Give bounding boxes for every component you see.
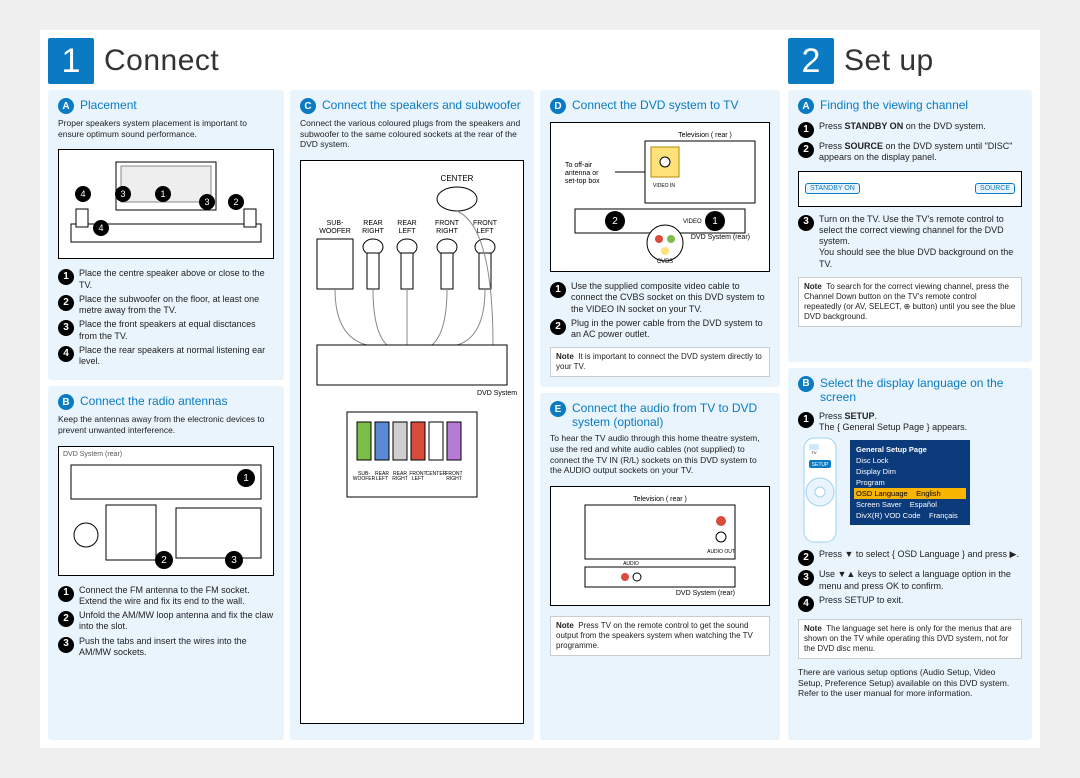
section-display-language: B Select the display language on the scr… <box>788 368 1032 740</box>
svg-text:3: 3 <box>120 189 125 199</box>
note-dvd-tv: Note It is important to connect the DVD … <box>550 347 770 377</box>
svg-text:RIGHT: RIGHT <box>362 228 385 235</box>
major-setup: 2 Set up A Finding the viewing channel 1… <box>788 38 1032 740</box>
svg-text:1: 1 <box>160 189 165 199</box>
letter-a: A <box>58 98 74 114</box>
dvd-front-figure: STANDBY ON SOURCE <box>798 171 1022 207</box>
svg-text:CENTER: CENTER <box>441 174 474 183</box>
letter-b: B <box>58 394 74 410</box>
section-placement: A Placement Proper speakers system place… <box>48 90 284 380</box>
placement-steps: 1Place the centre speaker above or close… <box>58 265 274 370</box>
svg-text:antenna or: antenna or <box>565 170 599 177</box>
svg-text:RIGHT: RIGHT <box>436 228 459 235</box>
svg-text:VIDEO: VIDEO <box>683 219 702 225</box>
svg-text:Television ( rear ): Television ( rear ) <box>633 496 687 503</box>
svg-text:LEFT: LEFT <box>412 476 424 482</box>
svg-text:DVD System (rear): DVD System (rear) <box>477 390 517 397</box>
remote-figure: TV SETUP <box>798 436 844 546</box>
svg-text:VIDEO IN: VIDEO IN <box>653 183 675 189</box>
section-speakers: C Connect the speakers and subwoofer Con… <box>290 90 534 740</box>
svg-text:SUB-: SUB- <box>327 220 344 227</box>
svg-text:CENTER: CENTER <box>426 471 447 477</box>
svg-text:DVD System (rear): DVD System (rear) <box>676 590 735 597</box>
svg-text:DVD System (rear): DVD System (rear) <box>691 234 750 241</box>
svg-text:WOOFER: WOOFER <box>319 228 351 235</box>
section-title: Placement <box>80 98 137 112</box>
svg-text:To off-air: To off-air <box>565 162 593 169</box>
section-viewing-channel: A Finding the viewing channel 1Press STA… <box>788 90 1032 362</box>
svg-text:2: 2 <box>161 555 167 566</box>
svg-text:4: 4 <box>98 223 103 233</box>
intro-text: Proper speakers system placement is impo… <box>58 118 274 139</box>
svg-text:Television ( rear ): Television ( rear ) <box>678 132 732 139</box>
svg-text:AUDIO OUT: AUDIO OUT <box>707 549 735 555</box>
svg-text:REAR: REAR <box>397 220 416 227</box>
svg-text:2: 2 <box>233 197 238 207</box>
svg-text:LEFT: LEFT <box>398 228 416 235</box>
svg-text:1: 1 <box>243 473 249 484</box>
dvd-tv-figure: Television ( rear ) VIDEO IN To off-air … <box>550 122 770 272</box>
osd-menu-figure: General Setup Page Disc Lock Display Dim… <box>850 440 970 525</box>
svg-text:LEFT: LEFT <box>376 476 388 482</box>
svg-text:LEFT: LEFT <box>476 228 494 235</box>
svg-text:2: 2 <box>612 216 618 227</box>
svg-text:SETUP: SETUP <box>812 462 829 468</box>
source-label: SOURCE <box>975 183 1015 194</box>
page: 1 Connect A Placement Proper speakers sy… <box>40 30 1040 748</box>
placement-figure: 4 3 1 3 2 4 <box>58 149 274 259</box>
svg-text:RIGHT: RIGHT <box>392 476 408 482</box>
header-connect: 1 Connect <box>48 38 780 84</box>
major-title-connect: Connect <box>104 44 219 78</box>
section-title: Connect the radio antennas <box>80 394 227 408</box>
major-connect: 1 Connect A Placement Proper speakers sy… <box>48 38 780 740</box>
note-audio: Note Press TV on the remote control to g… <box>550 616 770 656</box>
svg-text:TV: TV <box>811 450 816 455</box>
svg-text:3: 3 <box>231 555 237 566</box>
svg-text:FRONT: FRONT <box>435 220 460 227</box>
antenna-figure: DVD System (rear) 1 2 3 <box>58 446 274 576</box>
audio-figure: Television ( rear ) AUDIO OUT AUDIO DVD … <box>550 486 770 606</box>
section-audio-optional: E Connect the audio from TV to DVD syste… <box>540 393 780 740</box>
svg-text:REAR: REAR <box>363 220 382 227</box>
svg-text:WOOFER: WOOFER <box>353 476 376 482</box>
svg-text:1: 1 <box>712 216 718 227</box>
svg-text:AUDIO: AUDIO <box>623 561 639 567</box>
svg-text:RIGHT: RIGHT <box>446 476 462 482</box>
section-radio-antennas: B Connect the radio antennas Keep the an… <box>48 386 284 740</box>
svg-text:3: 3 <box>204 197 209 207</box>
svg-text:FRONT: FRONT <box>473 220 498 227</box>
standby-label: STANDBY ON <box>805 183 860 194</box>
svg-text:4: 4 <box>80 189 85 199</box>
major-num-1: 1 <box>48 38 94 84</box>
speakers-figure: CENTER SUB- WOOFER REARRIGHT REARLEFT FR… <box>300 160 524 724</box>
section-dvd-to-tv: D Connect the DVD system to TV Televisio… <box>540 90 780 387</box>
svg-text:set-top box: set-top box <box>565 178 600 185</box>
svg-text:CVBS: CVBS <box>657 259 673 265</box>
